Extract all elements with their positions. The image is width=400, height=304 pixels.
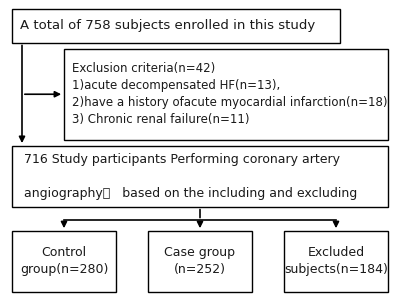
Text: Control
group(n=280): Control group(n=280) [20, 247, 108, 276]
FancyBboxPatch shape [12, 231, 116, 292]
Text: Case group
(n=252): Case group (n=252) [164, 247, 236, 276]
Text: A total of 758 subjects enrolled in this study: A total of 758 subjects enrolled in this… [20, 19, 315, 32]
FancyBboxPatch shape [284, 231, 388, 292]
Text: Excluded
subjects(n=184): Excluded subjects(n=184) [284, 247, 388, 276]
Text: 716 Study participants Performing coronary artery

angiography，   based on the i: 716 Study participants Performing corona… [24, 153, 357, 200]
FancyBboxPatch shape [64, 49, 388, 140]
FancyBboxPatch shape [12, 9, 340, 43]
Text: Exclusion criteria(n=42)
1)acute decompensated HF(n=13),
2)have a history ofacut: Exclusion criteria(n=42) 1)acute decompe… [72, 62, 388, 126]
FancyBboxPatch shape [148, 231, 252, 292]
FancyBboxPatch shape [12, 146, 388, 207]
